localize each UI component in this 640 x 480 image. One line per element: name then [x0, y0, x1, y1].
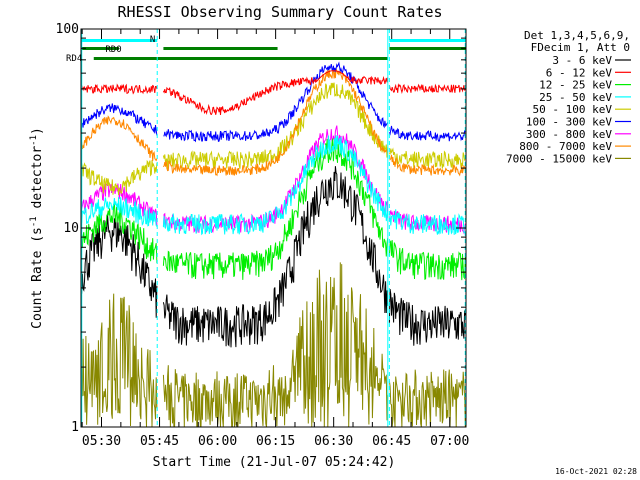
rd0-flag-label: RD0 [105, 45, 121, 55]
x-tick-label: 05:30 [82, 434, 121, 449]
series-line [80, 159, 158, 195]
rd4-flag-label: RD4 [66, 54, 82, 64]
series-line [388, 83, 466, 95]
night-flag-bar [389, 39, 466, 42]
series-line [80, 197, 158, 227]
x-tick-label: 06:30 [314, 434, 353, 449]
x-axis-label: Start Time (21-Jul-07 05:24:42) [153, 455, 396, 470]
night-flag-label: N [150, 35, 155, 45]
legend-label: 12 - 25 keV [539, 79, 612, 92]
legend: Det 1,3,4,5,6,9, FDecim 1, Att 0 3 - 6 k… [506, 29, 631, 165]
rd0-flag-bar [81, 47, 119, 50]
series-layer [80, 61, 466, 428]
series-line [388, 289, 466, 346]
rd0-flag-bar [163, 47, 278, 50]
series-line [388, 125, 466, 142]
series-line [162, 135, 389, 236]
x-tick-label: 06:45 [372, 434, 411, 449]
rd4-flag-bar [93, 57, 388, 60]
x-tick-label: 05:45 [140, 434, 179, 449]
legend-label: 6 - 12 keV [546, 66, 613, 79]
chart-title: RHESSI Observing Summary Count Rates [117, 3, 442, 21]
rd0-flag-bar [389, 47, 466, 50]
series-line [162, 166, 389, 348]
series-line [80, 103, 158, 136]
axis-layer [80, 28, 467, 428]
legend-label: 300 - 800 keV [526, 128, 612, 141]
x-tick-labels: 05:30 05:45 06:00 06:15 06:30 06:45 07:00 [82, 434, 469, 449]
y-tick-labels: 100 10 1 [56, 22, 79, 435]
legend-header-line: FDecim 1, Att 0 [531, 41, 630, 54]
series-line [388, 369, 466, 428]
series-line [388, 240, 466, 281]
series-line [388, 209, 466, 235]
y-tick-label: 100 [56, 22, 79, 37]
series-line [162, 125, 389, 234]
series-line [163, 61, 389, 143]
legend-label: 50 - 100 keV [533, 103, 613, 116]
night-flag-bar [81, 39, 158, 42]
legend-label: 25 - 50 keV [539, 91, 612, 104]
series-line [80, 115, 158, 162]
timestamp: 16-Oct-2021 02:28 [555, 467, 637, 476]
legend-label: 100 - 300 keV [526, 116, 612, 129]
y-tick-label: 10 [63, 221, 79, 236]
legend-label: 800 - 7000 keV [519, 140, 612, 153]
series-line [80, 202, 158, 264]
series-line [389, 154, 466, 177]
series-line [162, 138, 389, 280]
x-tick-label: 06:15 [256, 434, 295, 449]
y-axis-label: Count Rate (s-1 detector-1) [29, 127, 45, 329]
legend-label: 7000 - 15000 keV [506, 152, 612, 165]
legend-header-line: Det 1,3,4,5,6,9, [524, 29, 630, 42]
series-line [388, 147, 466, 170]
y-tick-label: 1 [71, 420, 79, 435]
x-tick-label: 07:00 [430, 434, 469, 449]
series-line [80, 293, 158, 427]
series-line [80, 83, 158, 95]
series-line [162, 67, 389, 177]
x-tick-label: 06:00 [198, 434, 237, 449]
series-line [162, 70, 389, 116]
legend-label: 3 - 6 keV [552, 54, 612, 67]
